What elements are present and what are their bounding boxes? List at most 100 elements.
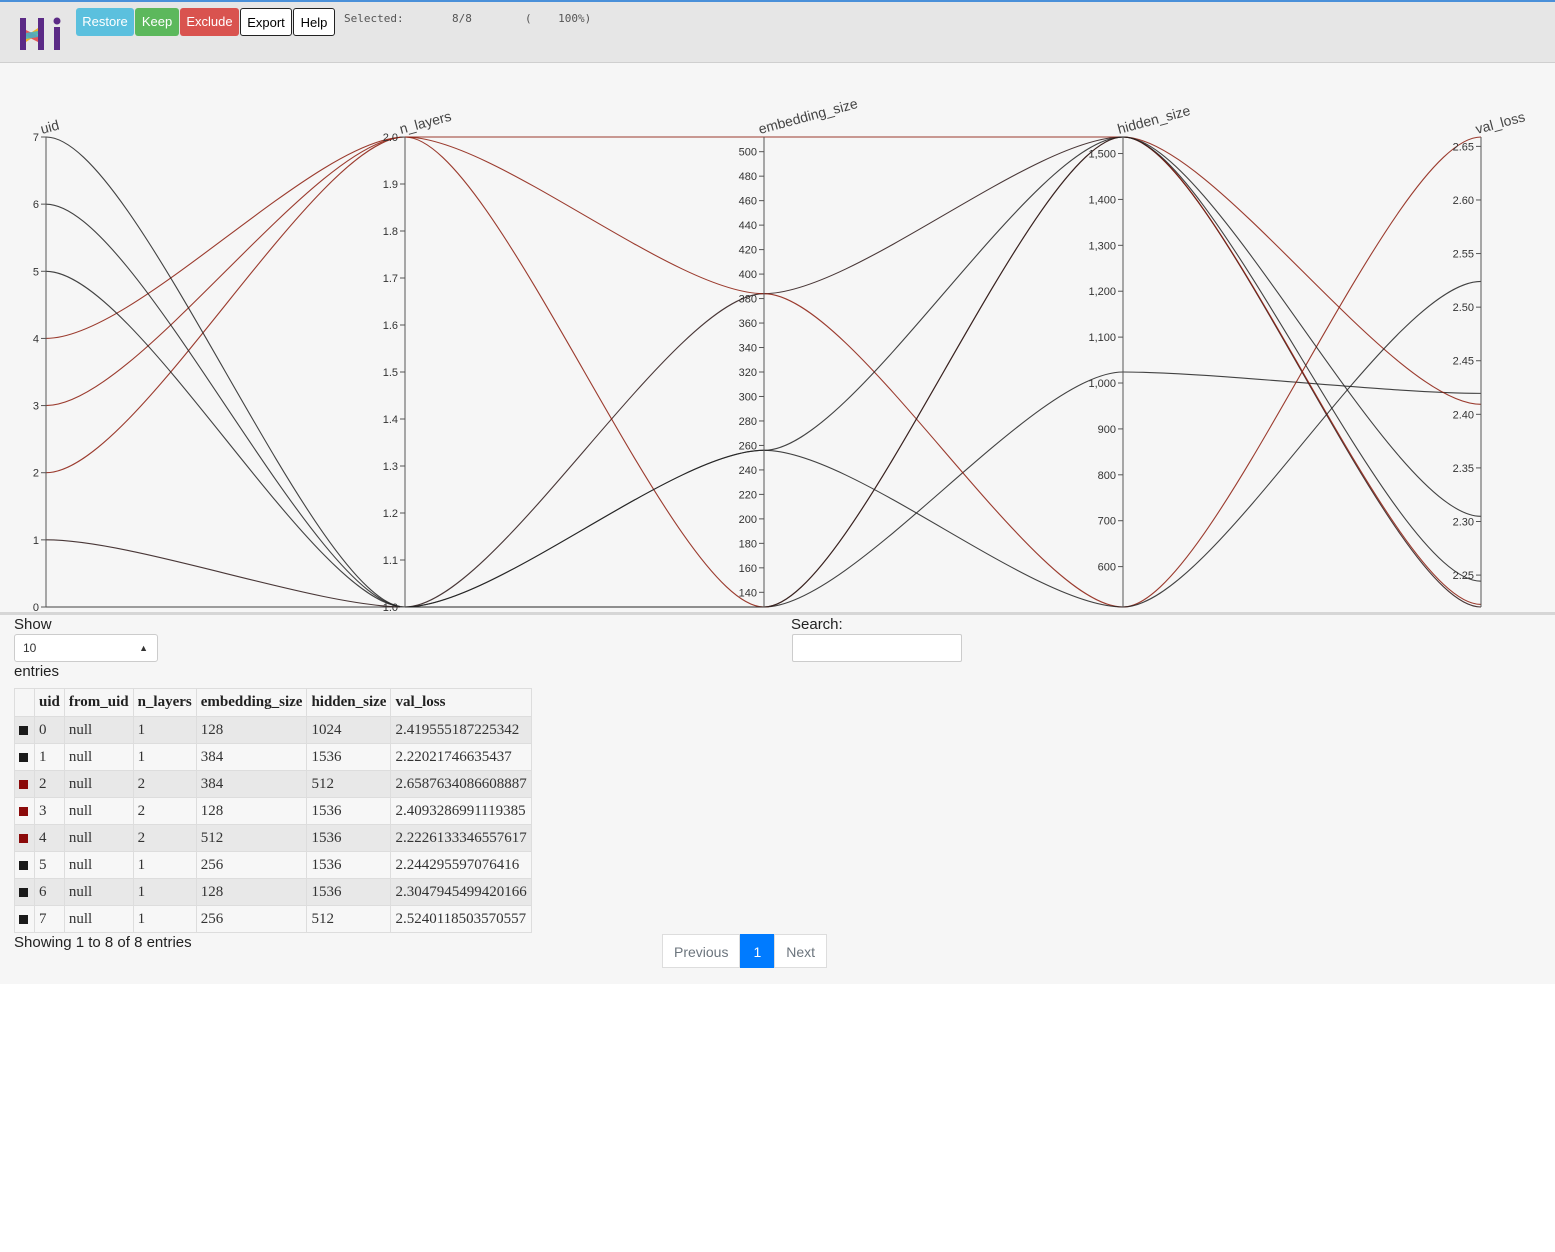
row-color-swatch	[19, 779, 28, 789]
table-row[interactable]: 5 null 1 256 1536 2.244295597076416	[14, 851, 532, 879]
toolbar: Restore Keep Exclude Export Help Selecte…	[0, 2, 1555, 63]
table-row[interactable]: 0 null 1 128 1024 2.419555187225342	[14, 716, 532, 744]
axis-tick-label: 1.1	[383, 555, 398, 567]
axis-tick-label: 240	[739, 465, 757, 477]
table-cell: 128	[195, 797, 308, 825]
axis-title-n_layers[interactable]: n_layers	[398, 108, 453, 137]
table-row[interactable]: 7 null 1 256 512 2.5240118503570557	[14, 905, 532, 933]
axis-tick-label: 1,300	[1088, 240, 1116, 252]
axis-tick-label: 0	[33, 602, 39, 612]
axis-tick-label: 360	[739, 318, 757, 330]
axis-title-uid[interactable]: uid	[39, 117, 61, 137]
table-cell: 128	[195, 716, 308, 744]
page-size-select[interactable]: 10 ▲	[14, 634, 158, 662]
top-accent-line	[0, 0, 1555, 2]
series-line-uid-2[interactable]	[45, 136, 1482, 608]
table-info: Showing 1 to 8 of 8 entries	[14, 934, 192, 951]
table-row[interactable]: 3 null 2 128 1536 2.4093286991119385	[14, 797, 532, 825]
axis-tick-label: 1.8	[383, 226, 398, 238]
row-color-cell	[14, 824, 35, 852]
axis-tick-label: 280	[739, 416, 757, 428]
table-cell: 2	[132, 770, 197, 798]
table-row[interactable]: 2 null 2 384 512 2.6587634086608887	[14, 770, 532, 798]
table-cell: 384	[195, 743, 308, 771]
series-line-uid-5[interactable]	[45, 136, 1482, 608]
table-cell: 2.6587634086608887	[390, 770, 532, 798]
table-cell: 2	[132, 824, 197, 852]
table-cell: 1024	[306, 716, 392, 744]
column-header[interactable]: uid	[34, 688, 65, 717]
axis-tick-label: 480	[739, 171, 757, 183]
table-cell: null	[63, 851, 134, 879]
table-cell: null	[63, 743, 134, 771]
axis-tick-label: 4	[33, 333, 39, 345]
axis-tick-label: 5	[33, 266, 39, 278]
axis-title-hidden_size[interactable]: hidden_size	[1116, 102, 1193, 137]
table-row[interactable]: 6 null 1 128 1536 2.3047945499420166	[14, 878, 532, 906]
table-cell: 256	[195, 905, 308, 933]
exclude-button[interactable]: Exclude	[180, 8, 239, 36]
series-line-uid-7[interactable]	[45, 136, 1482, 608]
column-header[interactable]: embedding_size	[195, 688, 308, 717]
row-color-swatch	[19, 860, 28, 870]
axis-tick-label: 2.50	[1453, 302, 1474, 314]
previous-page-button[interactable]: Previous	[662, 934, 741, 968]
table-cell: null	[63, 797, 134, 825]
table-row[interactable]: 1 null 1 384 1536 2.22021746635437	[14, 743, 532, 771]
axis-title-embedding_size[interactable]: embedding_size	[757, 95, 860, 137]
row-color-swatch	[19, 752, 28, 762]
restore-button[interactable]: Restore	[76, 8, 134, 36]
next-page-button[interactable]: Next	[774, 934, 828, 968]
export-button[interactable]: Export	[240, 8, 292, 36]
column-header[interactable]: from_uid	[63, 688, 134, 717]
table-cell: 1536	[306, 743, 392, 771]
axis-tick-label: 1.6	[383, 320, 398, 332]
axis-tick-label: 900	[1098, 424, 1116, 436]
table-cell: 1536	[306, 878, 392, 906]
series-line-uid-6[interactable]	[45, 136, 1482, 608]
axis-tick-label: 1	[33, 535, 39, 547]
axis-tick-label: 1,400	[1088, 194, 1116, 206]
column-header[interactable]: val_loss	[390, 688, 532, 717]
table-cell: null	[63, 878, 134, 906]
table-cell: 2.22021746635437	[390, 743, 532, 771]
help-button[interactable]: Help	[293, 8, 335, 36]
table-cell: 3	[34, 797, 65, 825]
axis-tick-label: 440	[739, 220, 757, 232]
axis-tick-label: 1.2	[383, 508, 398, 520]
series-line-uid-4[interactable]	[45, 136, 1482, 605]
axis-tick-label: 1.5	[383, 367, 398, 379]
axis-tick-label: 460	[739, 196, 757, 208]
table-cell: 1	[132, 851, 197, 879]
table-cell: null	[63, 770, 134, 798]
axis-tick-label: 2.45	[1453, 356, 1474, 368]
axis-title-val_loss[interactable]: val_loss	[1474, 108, 1527, 137]
table-cell: 2.2226133346557617	[390, 824, 532, 852]
axis-tick-label: 1,100	[1088, 332, 1116, 344]
column-header[interactable]: hidden_size	[306, 688, 392, 717]
data-table: uid from_uid n_layers embedding_size hid…	[14, 688, 532, 933]
axis-tick-label: 340	[739, 343, 757, 355]
row-color-swatch	[19, 833, 28, 843]
axis-tick-label: 7	[33, 132, 39, 144]
keep-button[interactable]: Keep	[135, 8, 179, 36]
axis-tick-label: 6	[33, 199, 39, 211]
axis-tick-label: 1.9	[383, 179, 398, 191]
axis-tick-label: 1,500	[1088, 149, 1116, 161]
axis-tick-label: 600	[1098, 562, 1116, 574]
table-cell: 128	[195, 878, 308, 906]
row-color-cell	[14, 905, 35, 933]
table-cell: 4	[34, 824, 65, 852]
axis-tick-label: 1.0	[383, 602, 398, 612]
table-row[interactable]: 4 null 2 512 1536 2.2226133346557617	[14, 824, 532, 852]
axis-tick-label: 260	[739, 440, 757, 452]
search-input[interactable]	[792, 634, 962, 662]
entries-label: entries	[14, 663, 60, 680]
axis-tick-label: 2.0	[383, 132, 398, 144]
page-1-button[interactable]: 1	[740, 934, 775, 968]
row-color-cell	[14, 878, 35, 906]
table-cell: 512	[306, 770, 392, 798]
column-header[interactable]: n_layers	[132, 688, 197, 717]
selected-percent: ( 100%)	[525, 12, 592, 25]
